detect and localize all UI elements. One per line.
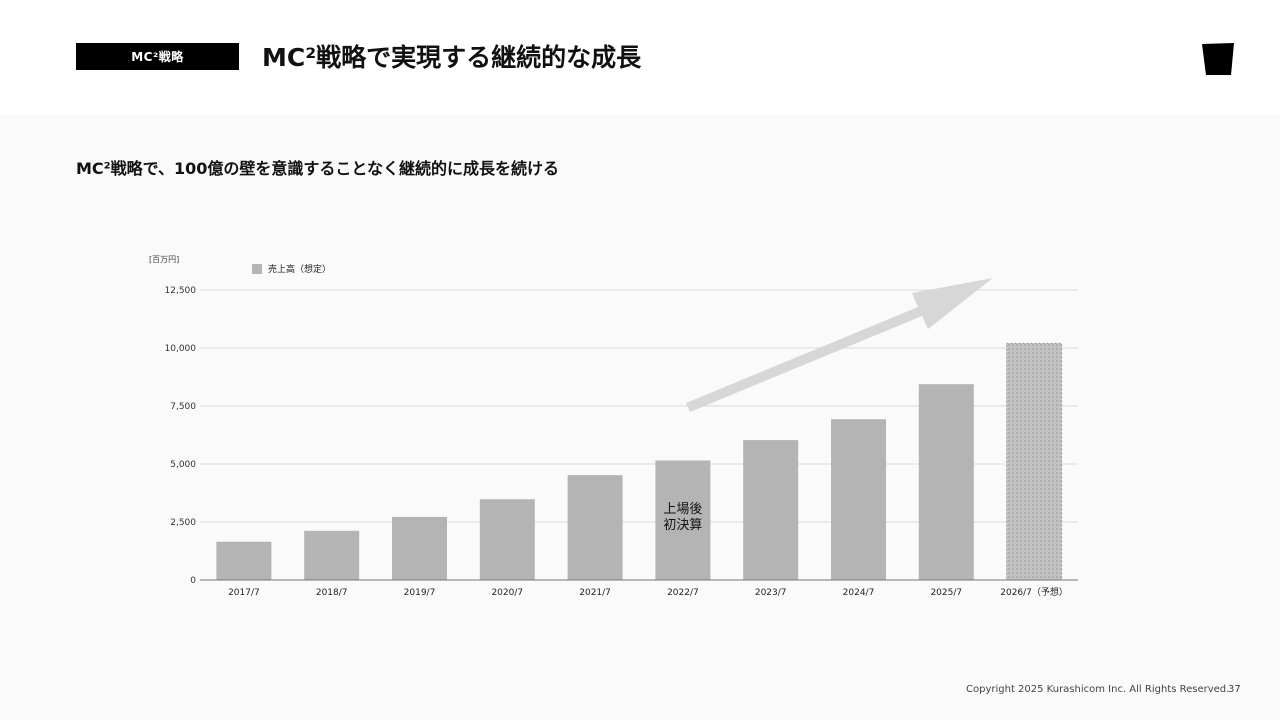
- y-unit-label: [百万円]: [149, 255, 179, 264]
- slide-subtitle: MC²戦略で、100億の壁を意識することなく継続的に成長を続ける: [76, 159, 559, 178]
- x-tick-label: 2019/7: [404, 588, 436, 598]
- chart-legend: 売上高（想定）: [252, 263, 331, 275]
- annotation-line: 上場後: [663, 502, 702, 517]
- y-tick-label: 7,500: [170, 402, 196, 412]
- bar: [479, 499, 535, 580]
- y-tick-label: 5,000: [170, 460, 196, 470]
- page-number: 37: [1228, 684, 1241, 695]
- bar: [567, 475, 623, 580]
- bar: [392, 516, 447, 580]
- y-tick-label: 0: [190, 576, 196, 586]
- legend-label: 売上高（想定）: [268, 263, 331, 275]
- x-tick-label: 2024/7: [843, 588, 875, 598]
- growth-arrow-icon: [686, 278, 993, 412]
- y-tick-label: 10,000: [165, 344, 197, 354]
- x-tick-label: 2018/7: [316, 588, 348, 598]
- bar: [831, 419, 886, 580]
- x-tick-label: 2025/7: [930, 588, 962, 598]
- bar: [743, 440, 799, 580]
- bar: [304, 530, 360, 580]
- annotation-line: 初決算: [663, 518, 702, 533]
- bar: [918, 384, 974, 580]
- section-tag: MC²戦略: [76, 43, 239, 70]
- forecast-bar: [1006, 342, 1063, 581]
- growth-arrow-layer: [686, 278, 993, 412]
- bar: [655, 460, 711, 580]
- y-tick-label: 2,500: [170, 518, 196, 528]
- x-tick-label: 2021/7: [579, 588, 611, 598]
- x-tick-label: 2023/7: [755, 588, 787, 598]
- x-tick-label: 2020/7: [491, 588, 523, 598]
- y-tick-label: 12,500: [165, 286, 197, 296]
- bar: [216, 541, 272, 580]
- x-tick-label: 2026/7（予想）: [1000, 586, 1068, 598]
- x-axis-ticks: 2017/7 2018/7 2019/7 2020/7 2021/7 2022/7 2023…: [228, 586, 1068, 598]
- copyright-text: Copyright 2025 Kurashicom Inc. All Right…: [966, 684, 1230, 695]
- legend-swatch: [252, 264, 262, 274]
- page-title: MC²戦略で実現する継続的な成長: [262, 43, 642, 72]
- x-tick-label: 2017/7: [228, 588, 260, 598]
- y-axis-ticks: 0 2,500 5,000 7,500 10,000 12,500: [165, 286, 197, 586]
- cup-logo-icon: [1202, 43, 1234, 75]
- chart-bars: [216, 342, 1063, 581]
- x-tick-label: 2022/7: [667, 588, 699, 598]
- slide-header: MC²戦略 MC²戦略で実現する継続的な成長: [0, 0, 1280, 115]
